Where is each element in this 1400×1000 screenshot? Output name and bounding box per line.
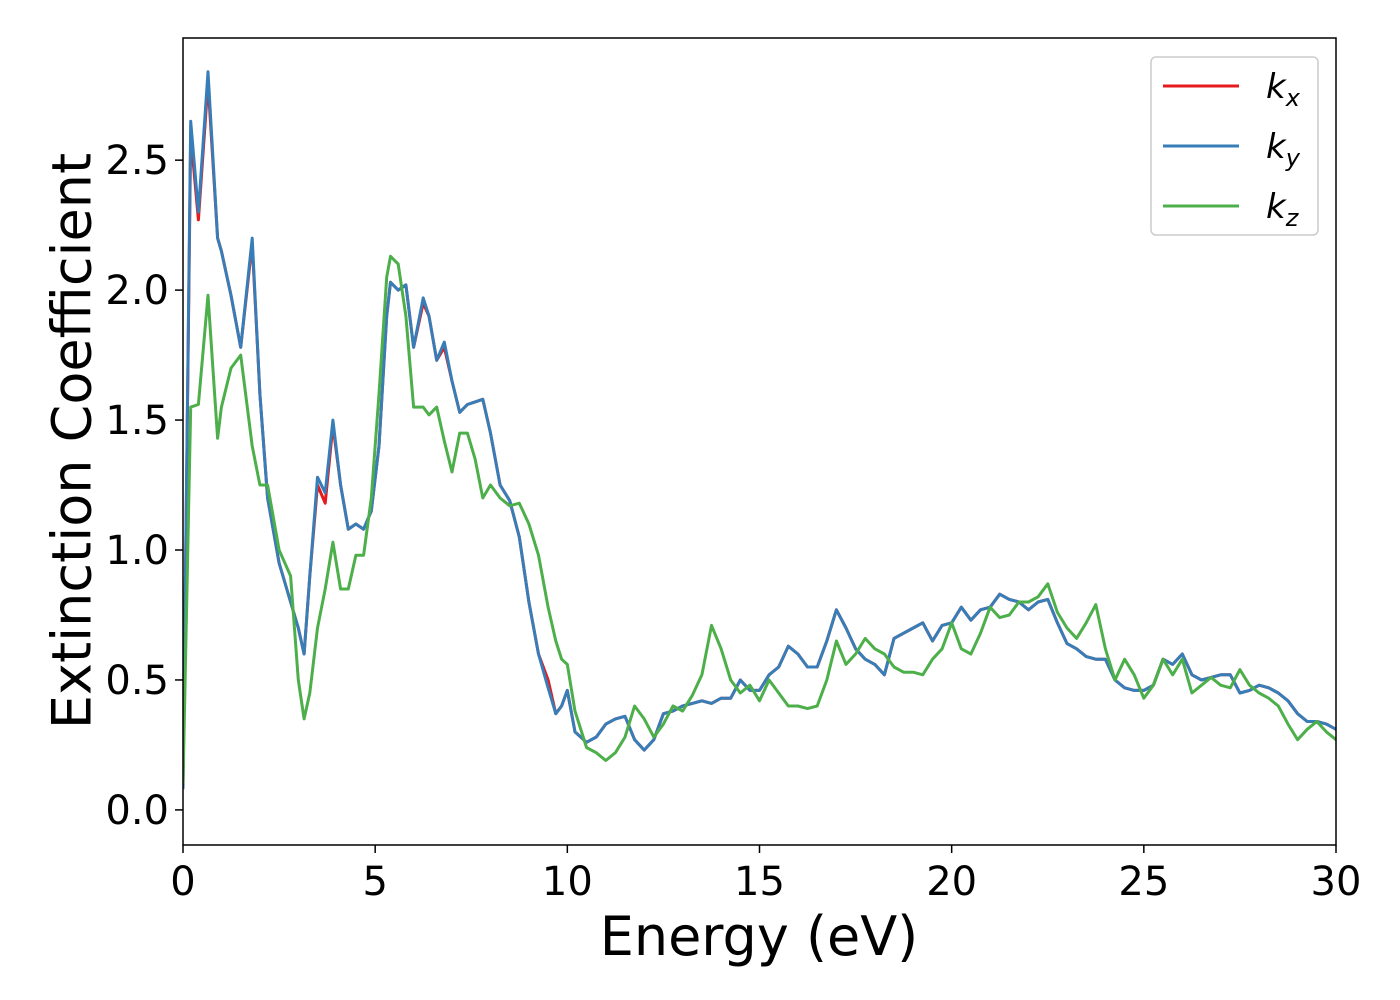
x-tick-label: 15 — [734, 859, 785, 905]
y-tick-label: 0.5 — [105, 658, 169, 704]
x-tick-label: 25 — [1118, 859, 1169, 905]
y-tick-label: 1.5 — [105, 398, 169, 444]
y-tick-label: 1.0 — [105, 528, 169, 574]
y-axis-label: Extinction Coefficient — [41, 153, 104, 729]
y-tick-label: 2.5 — [105, 138, 169, 184]
legend-label: kz — [1266, 187, 1300, 232]
legend-label: ky — [1266, 127, 1301, 172]
series-line — [183, 70, 1336, 790]
x-tick-label: 10 — [542, 859, 593, 905]
y-tick-label: 0.0 — [105, 788, 169, 834]
x-tick-label: 0 — [170, 859, 195, 905]
legend-label: kx — [1266, 67, 1301, 112]
x-axis-label: Energy (eV) — [600, 905, 919, 968]
x-tick-label: 20 — [926, 859, 977, 905]
x-tick-label: 30 — [1311, 859, 1362, 905]
x-tick-label: 5 — [362, 859, 387, 905]
y-tick-label: 2.0 — [105, 268, 169, 314]
series-line — [183, 254, 1336, 784]
plot-frame — [182, 37, 1337, 846]
